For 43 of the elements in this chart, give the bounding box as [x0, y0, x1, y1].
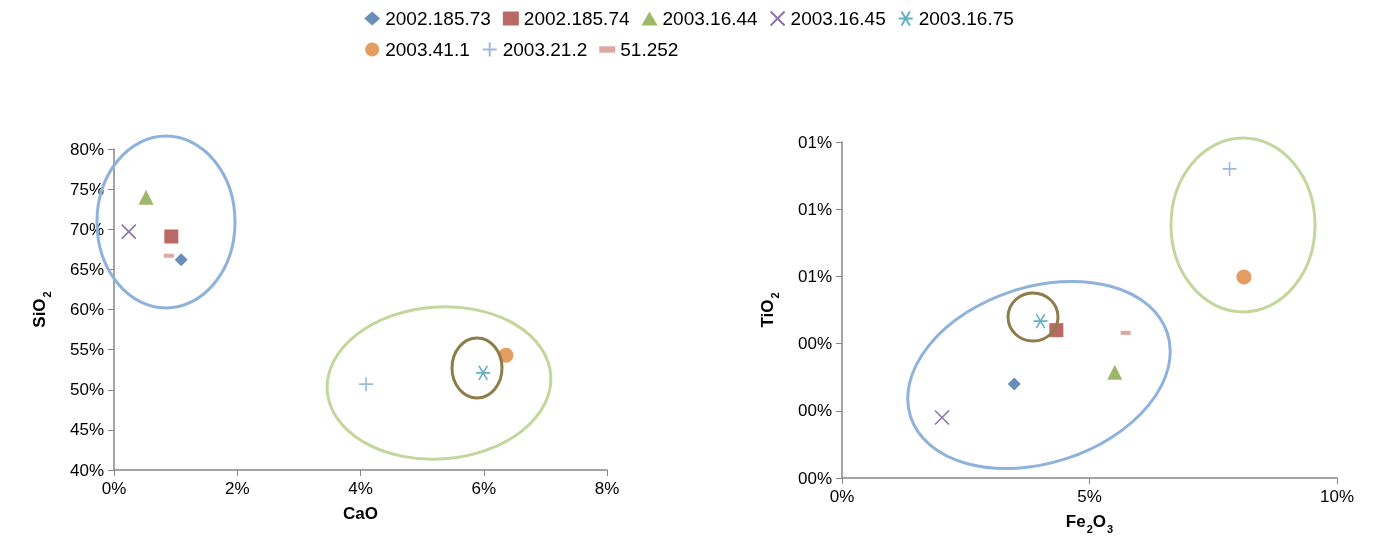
point — [934, 409, 950, 426]
point — [174, 253, 188, 267]
x-axis-title: CaO — [343, 503, 378, 523]
y-tick-label: 70% — [69, 219, 104, 239]
legend-label: 2003.16.44 — [662, 8, 759, 29]
y-tick-label: 45% — [69, 420, 104, 440]
x-tick-label: 0% — [829, 487, 855, 506]
legend-label: 2002.185.73 — [385, 8, 491, 29]
point — [1007, 377, 1021, 391]
legend-label: 2003.21.2 — [502, 39, 588, 60]
legend-label: 2003.41.1 — [385, 39, 470, 60]
legend-label: 51.252 — [620, 39, 679, 60]
y-tick-label: 00% — [797, 468, 832, 488]
x-tick-label: 5% — [1077, 487, 1102, 506]
y-tick-label: 01% — [797, 132, 832, 152]
x-tick-label: 8% — [594, 479, 620, 498]
x-tick-label: 4% — [348, 479, 373, 498]
y-tick-label: 60% — [69, 300, 104, 319]
y-axis-title: TiO2 — [757, 292, 781, 328]
y-tick-label: 00% — [797, 334, 832, 354]
y-tick-label: 40% — [69, 460, 104, 480]
point — [164, 229, 179, 244]
y-tick-label: 01% — [797, 199, 832, 219]
legend-label: 2002.185.74 — [523, 8, 630, 29]
point — [120, 223, 137, 240]
x-tick-label: 2% — [224, 479, 250, 498]
y-tick-label: 80% — [69, 139, 104, 159]
legend-label: 2003.16.45 — [790, 8, 886, 29]
x-tick-label: 6% — [471, 479, 497, 498]
point — [1221, 161, 1238, 177]
y-tick-label: 01% — [797, 266, 832, 286]
point — [1236, 269, 1252, 285]
legend-label: 2003.16.75 — [918, 8, 1014, 29]
y-tick-label: 50% — [69, 380, 104, 400]
y-tick-label: 65% — [69, 259, 104, 279]
point — [358, 376, 374, 392]
point — [1107, 364, 1123, 380]
point — [138, 189, 154, 205]
y-tick-label: 00% — [797, 401, 832, 421]
x-tick-label: 0% — [101, 479, 127, 498]
y-tick-label: 55% — [69, 340, 104, 360]
x-tick-label: 10% — [1319, 487, 1355, 506]
y-axis-title: SiO2 — [29, 291, 53, 328]
